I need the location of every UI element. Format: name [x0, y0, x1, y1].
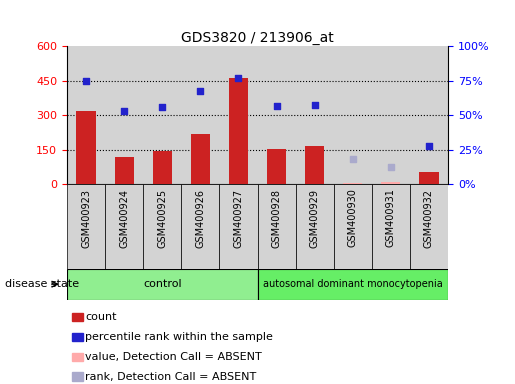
Bar [382, 182, 401, 184]
Point [425, 143, 433, 149]
Text: GSM400927: GSM400927 [233, 189, 244, 248]
Bar [410, 184, 448, 269]
Point [82, 78, 90, 84]
Bar [258, 269, 448, 300]
Bar [143, 184, 181, 269]
Point [272, 103, 281, 109]
Bar [334, 46, 372, 184]
Text: percentile rank within the sample: percentile rank within the sample [85, 332, 273, 342]
Text: GSM400924: GSM400924 [119, 189, 129, 248]
Text: value, Detection Call = ABSENT: value, Detection Call = ABSENT [85, 352, 262, 362]
Point [158, 104, 166, 110]
Text: GSM400931: GSM400931 [386, 189, 396, 247]
Point [349, 156, 357, 162]
Bar [419, 172, 439, 184]
Bar [67, 46, 105, 184]
Text: count: count [85, 312, 116, 322]
Bar [219, 46, 258, 184]
Point [196, 88, 204, 94]
Bar [143, 46, 181, 184]
Text: GSM400926: GSM400926 [195, 189, 205, 248]
Bar [258, 46, 296, 184]
Bar [372, 184, 410, 269]
Bar [105, 46, 143, 184]
Bar [267, 149, 286, 184]
Text: GSM400930: GSM400930 [348, 189, 358, 247]
Text: autosomal dominant monocytopenia: autosomal dominant monocytopenia [263, 279, 443, 289]
Bar [372, 46, 410, 184]
Bar [410, 46, 448, 184]
Bar [219, 184, 258, 269]
Text: GSM400925: GSM400925 [157, 189, 167, 248]
Bar [105, 184, 143, 269]
Bar [76, 111, 96, 184]
Point [120, 108, 128, 114]
Bar [67, 269, 258, 300]
Text: GSM400923: GSM400923 [81, 189, 91, 248]
Bar [191, 134, 210, 184]
Bar [344, 183, 363, 184]
Bar [296, 184, 334, 269]
Point [311, 102, 319, 108]
Bar [181, 184, 219, 269]
Point [234, 75, 243, 81]
Title: GDS3820 / 213906_at: GDS3820 / 213906_at [181, 31, 334, 45]
Bar [153, 151, 172, 184]
Bar [305, 146, 324, 184]
Bar [334, 184, 372, 269]
Text: GSM400928: GSM400928 [271, 189, 282, 248]
Bar [67, 184, 105, 269]
Text: GSM400932: GSM400932 [424, 189, 434, 248]
Bar [296, 46, 334, 184]
Text: control: control [143, 279, 182, 289]
Bar [181, 46, 219, 184]
Bar [258, 184, 296, 269]
Text: rank, Detection Call = ABSENT: rank, Detection Call = ABSENT [85, 372, 256, 382]
Text: disease state: disease state [5, 279, 79, 289]
Point [387, 164, 395, 170]
Bar [114, 157, 134, 184]
Bar [229, 78, 248, 184]
Text: GSM400929: GSM400929 [310, 189, 320, 248]
